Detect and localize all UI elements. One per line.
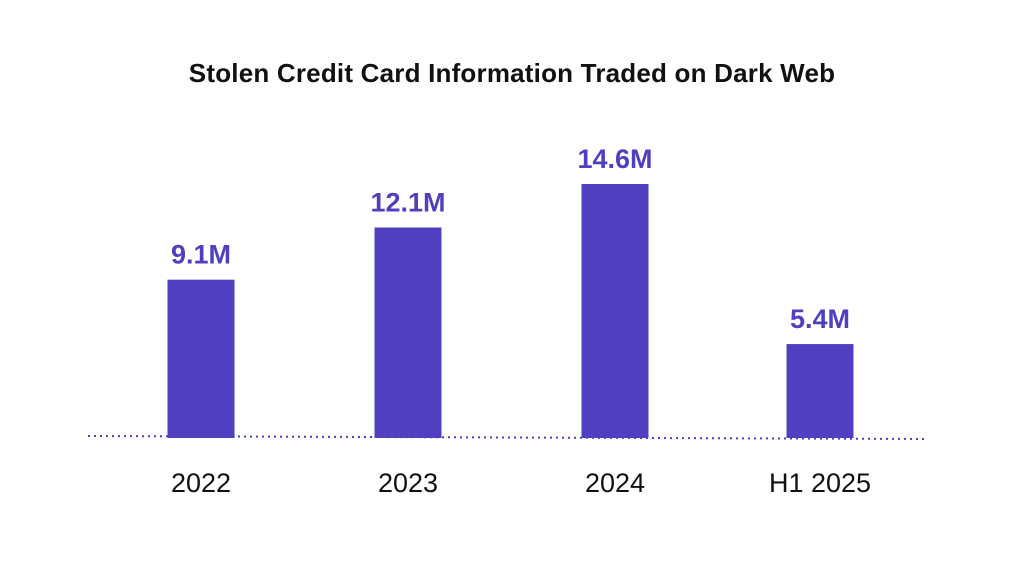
bar-2022	[167, 279, 235, 438]
x-tick-labels-group: 2022 2023 2024 H1 2025	[171, 468, 871, 498]
bar-2024	[581, 184, 649, 438]
x-axis-baseline	[87, 435, 929, 440]
value-label-2023: 12.1M	[370, 187, 445, 217]
value-label-2022: 9.1M	[171, 240, 231, 270]
x-tick-label-2024: 2024	[585, 468, 645, 498]
value-labels-group: 9.1M 12.1M 14.6M 5.4M	[171, 144, 850, 334]
bars-group	[167, 184, 854, 438]
x-tick-label-2022: 2022	[171, 468, 231, 498]
bar-2023	[374, 227, 442, 438]
value-label-2024: 14.6M	[577, 144, 652, 174]
value-label-h1-2025: 5.4M	[790, 304, 850, 334]
x-tick-label-2023: 2023	[378, 468, 438, 498]
bar-h1-2025	[786, 344, 854, 438]
x-tick-label-h1-2025: H1 2025	[769, 468, 871, 498]
chart-title: Stolen Credit Card Information Traded on…	[188, 58, 836, 88]
